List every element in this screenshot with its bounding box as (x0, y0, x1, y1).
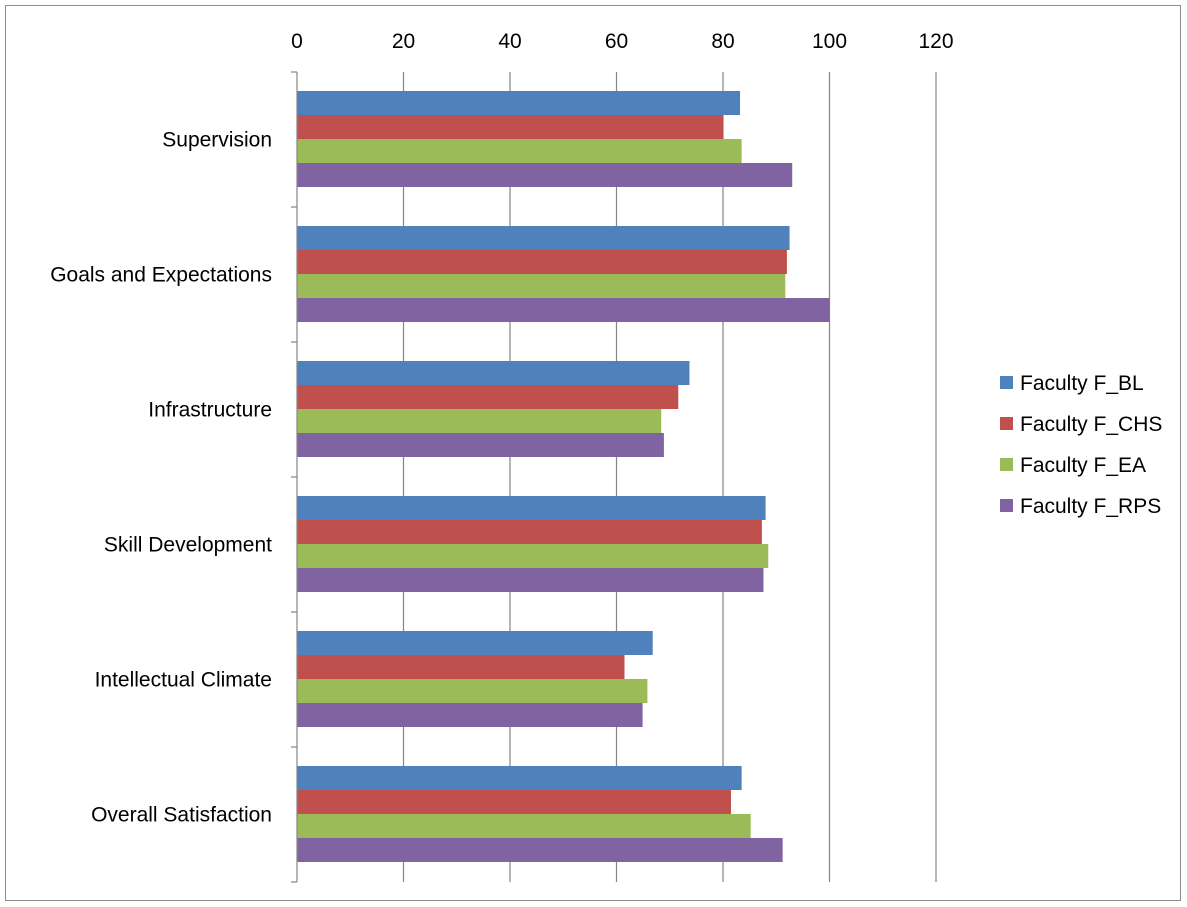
bar-overall-satisfaction-faculty-f-chs (297, 790, 731, 814)
bar-skill-development-faculty-f-chs (297, 520, 762, 544)
bar-goals-and-expectations-faculty-f-chs (297, 250, 787, 274)
category-label: Intellectual Climate (95, 669, 272, 692)
x-tick-label: 120 (918, 30, 953, 53)
bar-intellectual-climate-faculty-f-bl (297, 631, 653, 655)
bar-intellectual-climate-faculty-f-ea (297, 679, 648, 703)
bar-overall-satisfaction-faculty-f-ea (297, 814, 751, 838)
bar-goals-and-expectations-faculty-f-rps (297, 298, 830, 322)
legend-label: Faculty F_BL (1020, 372, 1144, 395)
gridlines (402, 72, 937, 882)
bar-infrastructure-faculty-f-bl (297, 361, 690, 385)
bar-overall-satisfaction-faculty-f-rps (297, 838, 783, 862)
category-label: Goals and Expectations (50, 264, 272, 287)
axes (291, 71, 298, 883)
bar-overall-satisfaction-faculty-f-bl (297, 766, 742, 790)
bar-goals-and-expectations-faculty-f-bl (297, 226, 790, 250)
bar-infrastructure-faculty-f-rps (297, 433, 664, 457)
x-tick-label: 60 (605, 30, 628, 53)
bar-intellectual-climate-faculty-f-chs (297, 655, 625, 679)
bar-goals-and-expectations-faculty-f-ea (297, 274, 786, 298)
x-tick-label: 100 (812, 30, 847, 53)
category-label: Overall Satisfaction (91, 804, 272, 827)
legend-label: Faculty F_EA (1020, 454, 1146, 477)
bar-supervision-faculty-f-chs (297, 115, 723, 139)
legend-swatch (1000, 458, 1013, 471)
bars (297, 91, 830, 862)
bar-intellectual-climate-faculty-f-rps (297, 703, 643, 727)
legend-swatch (1000, 417, 1013, 430)
legend-swatch (1000, 376, 1013, 389)
bar-supervision-faculty-f-bl (297, 91, 741, 115)
legend: Faculty F_BL Faculty F_CHS Faculty F_EA Fac… (1000, 372, 1162, 518)
x-tick-label: 80 (711, 30, 734, 53)
bar-infrastructure-faculty-f-chs (297, 385, 679, 409)
bar-infrastructure-faculty-f-ea (297, 409, 662, 433)
bar-skill-development-faculty-f-bl (297, 496, 766, 520)
bar-skill-development-faculty-f-ea (297, 544, 769, 568)
bar-supervision-faculty-f-ea (297, 139, 742, 163)
category-label: Supervision (162, 129, 272, 152)
x-tick-label: 20 (392, 30, 415, 53)
x-tick-label: 40 (498, 30, 521, 53)
legend-swatch (1000, 499, 1013, 512)
bar-supervision-faculty-f-rps (297, 163, 793, 187)
category-label: Skill Development (104, 534, 272, 557)
category-label: Infrastructure (148, 399, 272, 422)
labels: 0 20 40 60 80 100 120 Supervision Goals and Expe… (50, 30, 953, 827)
legend-label: Faculty F_RPS (1020, 495, 1161, 518)
legend-label: Faculty F_CHS (1020, 413, 1162, 436)
bar-skill-development-faculty-f-rps (297, 568, 764, 592)
x-tick-label: 0 (291, 30, 303, 53)
